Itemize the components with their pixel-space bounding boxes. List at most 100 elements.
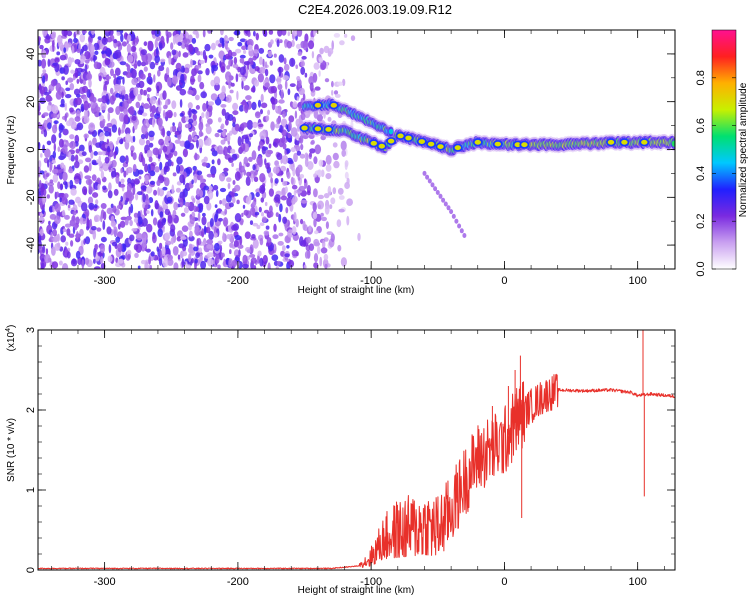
noise-mark [58, 132, 62, 139]
noise-mark [93, 258, 96, 264]
noise-mark [344, 171, 349, 179]
noise-mark [288, 259, 295, 268]
spectrogram-y-tick-label: 20 [25, 96, 37, 108]
noise-mark [309, 82, 314, 92]
hot-blob-core [514, 142, 521, 148]
noise-mark [39, 228, 44, 236]
noise-mark [75, 196, 81, 204]
noise-mark [166, 130, 171, 137]
noise-mark [239, 38, 247, 43]
noise-mark [79, 216, 84, 225]
noise-mark [102, 185, 107, 191]
noise-mark [332, 152, 339, 161]
lower-tail-mark [433, 186, 438, 192]
noise-mark [180, 212, 186, 217]
noise-mark [337, 187, 344, 195]
hot-blob-core [325, 126, 332, 132]
noise-mark [84, 63, 88, 74]
noise-mark [86, 217, 90, 227]
noise-mark [337, 244, 342, 252]
noise-mark [243, 61, 251, 66]
noise-mark [299, 236, 304, 247]
noise-mark [179, 140, 186, 147]
noise-mark [44, 148, 51, 158]
noise-mark [61, 197, 68, 205]
hot-blob-core [314, 102, 322, 108]
noise-mark [56, 51, 61, 56]
noise-mark [158, 138, 165, 146]
noise-mark [184, 123, 192, 129]
noise-mark [313, 253, 319, 263]
noise-mark [346, 215, 350, 226]
noise-mark [140, 259, 146, 265]
noise-mark [70, 69, 75, 74]
noise-mark [132, 152, 137, 161]
noise-mark [109, 34, 115, 42]
noise-mark [194, 135, 198, 142]
noise-mark [206, 239, 214, 245]
noise-mark [293, 152, 298, 163]
noise-mark [146, 93, 150, 98]
noise-mark [113, 226, 118, 237]
noise-mark [276, 152, 283, 160]
noise-mark [224, 53, 230, 60]
noise-mark [249, 133, 253, 138]
noise-mark [272, 234, 279, 240]
noise-mark [116, 205, 122, 209]
noise-mark [60, 183, 64, 190]
noise-mark [93, 247, 96, 258]
noise-mark [84, 109, 89, 120]
noise-mark [40, 262, 45, 269]
noise-mark [201, 228, 205, 238]
noise-mark [179, 197, 184, 208]
noise-mark [323, 193, 330, 199]
noise-mark [252, 201, 257, 206]
noise-mark [263, 230, 270, 236]
noise-mark [202, 102, 207, 112]
noise-mark [198, 130, 203, 138]
noise-mark [223, 167, 229, 172]
noise-mark [103, 165, 109, 171]
noise-mark [50, 231, 53, 241]
noise-mark [133, 178, 140, 185]
noise-mark [45, 35, 51, 40]
noise-mark [41, 258, 45, 262]
noise-mark [123, 170, 127, 178]
noise-mark [295, 43, 302, 50]
noise-mark [69, 83, 75, 91]
noise-mark [79, 59, 85, 64]
noise-mark [282, 180, 288, 186]
noise-mark [320, 247, 328, 254]
noise-mark [38, 235, 42, 243]
noise-mark [48, 220, 51, 226]
lower-tail-mark [427, 178, 432, 184]
noise-mark [181, 65, 185, 73]
noise-mark [221, 108, 226, 116]
noise-mark [258, 56, 263, 65]
noise-mark [234, 213, 242, 223]
noise-mark [76, 67, 83, 73]
noise-mark [104, 30, 111, 37]
noise-mark [238, 105, 244, 112]
spectrogram-x-tick-label: -300 [94, 275, 116, 287]
noise-mark [300, 66, 306, 75]
noise-mark [194, 222, 199, 232]
noise-mark [60, 162, 65, 169]
noise-mark [297, 124, 301, 132]
noise-mark [52, 173, 59, 183]
lower-tail-mark [425, 174, 430, 180]
noise-mark [258, 206, 262, 213]
noise-mark [51, 134, 57, 144]
noise-mark [306, 236, 311, 244]
lower-tail-mark [462, 233, 467, 238]
noise-mark [260, 197, 265, 203]
noise-mark [137, 60, 142, 67]
snr-x-tick-label: -200 [227, 576, 249, 588]
noise-mark [255, 32, 259, 41]
noise-mark [64, 223, 72, 228]
noise-mark [47, 122, 52, 130]
noise-mark [280, 89, 284, 100]
noise-mark [346, 177, 350, 185]
noise-mark [252, 121, 258, 129]
noise-mark [252, 222, 259, 227]
